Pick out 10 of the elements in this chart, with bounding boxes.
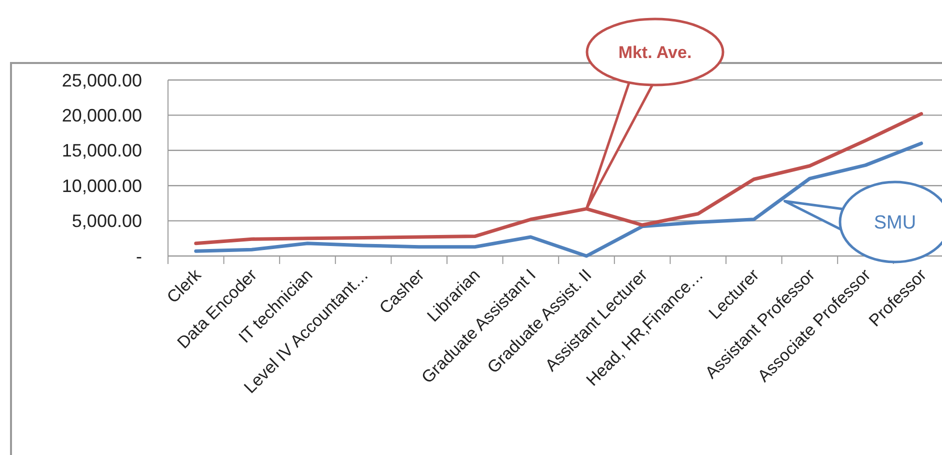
y-tick-label: 25,000.00 <box>62 70 142 90</box>
y-tick-label: 15,000.00 <box>62 140 142 161</box>
line-series <box>194 112 924 246</box>
y-tick-label: 5,000.00 <box>72 211 142 232</box>
text: Mkt. Ave. <box>618 42 692 62</box>
y-tick-label: - <box>136 246 142 266</box>
y-tick-label: 20,000.00 <box>62 106 142 126</box>
legend-label: SMU <box>874 212 916 234</box>
line-series <box>194 142 924 258</box>
y-tick-label: 10,000.00 <box>62 176 142 196</box>
